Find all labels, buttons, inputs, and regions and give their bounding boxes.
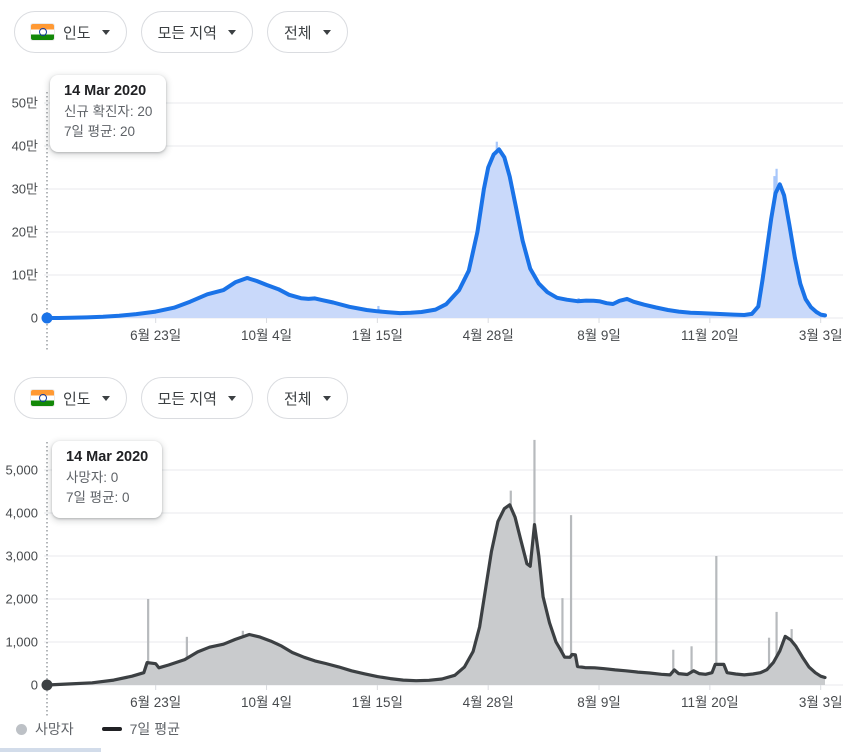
area-fill xyxy=(47,149,825,318)
chevron-down-icon xyxy=(101,395,110,401)
x-axis-labels: 6월 23일 10월 4일 1월 15일 4월 28일 8월 9일 11월 20일 3월 3… xyxy=(130,318,843,343)
legend-label: 7일 평균 xyxy=(129,721,180,737)
dot-marker-icon xyxy=(16,723,27,735)
tooltip-avg-row: 7일 평균: 20 xyxy=(64,124,136,139)
svg-text:1월 15일: 1월 15일 xyxy=(352,328,403,343)
avg-line xyxy=(45,147,827,320)
region-filter[interactable]: 모든 지역 xyxy=(140,377,253,419)
svg-text:10월 4일: 10월 4일 xyxy=(241,328,292,343)
period-filter[interactable]: 전체 xyxy=(266,11,348,53)
deaths-tooltip: 14 Mar 2020 사망자: 0 7일 평균: 0 xyxy=(52,441,163,518)
tooltip-date: 14 Mar 2020 xyxy=(64,83,147,99)
chevron-down-icon xyxy=(322,29,331,35)
india-flag-icon xyxy=(31,24,54,40)
svg-text:30만: 30만 xyxy=(12,182,38,197)
india-flag-icon xyxy=(31,390,54,406)
svg-text:8월 9일: 8월 9일 xyxy=(577,695,621,710)
svg-text:4,000: 4,000 xyxy=(5,506,38,521)
svg-text:5,000: 5,000 xyxy=(5,463,38,478)
period-filter-label: 전체 xyxy=(283,24,312,42)
chart-legend: 사망자 7일 평균 xyxy=(16,719,180,739)
area-fill xyxy=(47,504,825,685)
chakra-icon xyxy=(38,394,47,402)
country-filter[interactable]: 인도 xyxy=(14,377,127,419)
chevron-down-icon xyxy=(227,29,236,35)
tooltip-date: 14 Mar 2020 xyxy=(66,449,149,465)
cases-tooltip: 14 Mar 2020 신규 확진자: 20 7일 평균: 20 xyxy=(50,75,167,152)
svg-text:2,000: 2,000 xyxy=(5,592,38,607)
next-section-edge xyxy=(0,748,101,752)
cases-chart[interactable]: 0 10만 20만 30만 40만 50만 6월 23일 10월 4일 1월 15일 4월 28일… xyxy=(0,62,854,362)
chakra-icon xyxy=(38,28,47,36)
y-axis-labels: 0 1,000 2,000 3,000 4,000 5,000 xyxy=(5,463,38,693)
legend-label: 사망자 xyxy=(35,721,74,737)
country-filter-label: 인도 xyxy=(63,24,91,42)
chevron-down-icon xyxy=(322,395,331,401)
legend-item-deaths: 사망자 xyxy=(16,719,74,739)
svg-text:4월 28일: 4월 28일 xyxy=(463,695,514,710)
tooltip-avg-row: 7일 평균: 0 xyxy=(66,490,130,505)
svg-text:20만: 20만 xyxy=(12,225,38,240)
gridlines xyxy=(44,469,843,686)
svg-text:10만: 10만 xyxy=(12,268,38,283)
svg-text:3월 3일: 3월 3일 xyxy=(799,695,843,710)
svg-text:6월 23일: 6월 23일 xyxy=(130,328,181,343)
period-filter-label: 전체 xyxy=(283,390,312,408)
line-marker-icon xyxy=(101,726,122,732)
region-filter-label: 모든 지역 xyxy=(157,24,217,42)
filter-row-cases: 인도 모든 지역 전체 xyxy=(14,11,348,53)
svg-text:0: 0 xyxy=(31,678,38,693)
svg-text:50만: 50만 xyxy=(12,96,38,111)
x-axis-labels: 6월 23일 10월 4일 1월 15일 4월 28일 8월 9일 11월 20일 3월 3… xyxy=(130,685,843,710)
svg-text:4월 28일: 4월 28일 xyxy=(463,328,514,343)
tooltip-daily-row: 사망자: 0 xyxy=(66,470,119,485)
svg-text:10월 4일: 10월 4일 xyxy=(241,695,292,710)
deaths-chart[interactable]: 0 1,000 2,000 3,000 4,000 5,000 6월 23일 10월 4일 1월… xyxy=(0,430,854,730)
svg-text:1,000: 1,000 xyxy=(5,635,38,650)
legend-item-average: 7일 평균 xyxy=(101,719,180,739)
cursor-dot xyxy=(41,312,53,324)
svg-text:1월 15일: 1월 15일 xyxy=(352,695,403,710)
region-filter[interactable]: 모든 지역 xyxy=(140,11,253,53)
country-filter[interactable]: 인도 xyxy=(14,11,127,53)
period-filter[interactable]: 전체 xyxy=(266,377,348,419)
avg-line xyxy=(45,503,827,687)
svg-text:11월 20일: 11월 20일 xyxy=(681,328,739,343)
chevron-down-icon xyxy=(227,395,236,401)
svg-text:3월 3일: 3월 3일 xyxy=(799,328,843,343)
country-filter-label: 인도 xyxy=(63,390,91,408)
filter-row-deaths: 인도 모든 지역 전체 xyxy=(14,377,348,419)
svg-text:3,000: 3,000 xyxy=(5,549,38,564)
tooltip-daily-row: 신규 확진자: 20 xyxy=(64,104,153,119)
svg-text:6월 23일: 6월 23일 xyxy=(130,695,181,710)
y-axis-labels: 0 10만 20만 30만 40만 50만 xyxy=(12,96,38,326)
cursor-dot xyxy=(41,679,53,691)
chevron-down-icon xyxy=(101,29,110,35)
svg-text:8월 9일: 8월 9일 xyxy=(577,328,621,343)
region-filter-label: 모든 지역 xyxy=(157,390,217,408)
svg-text:11월 20일: 11월 20일 xyxy=(681,695,739,710)
svg-text:40만: 40만 xyxy=(12,139,38,154)
svg-text:0: 0 xyxy=(31,311,38,326)
